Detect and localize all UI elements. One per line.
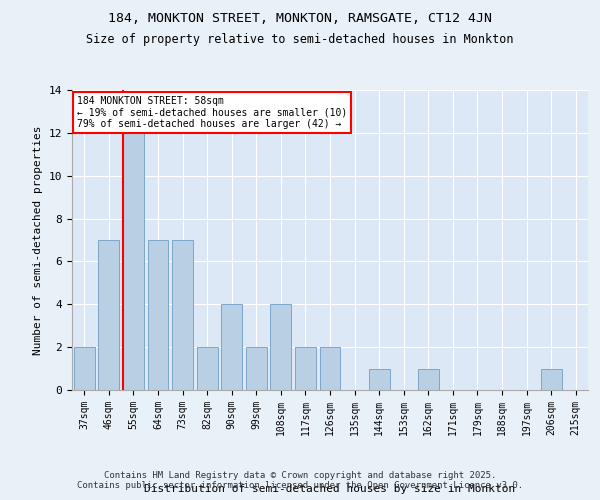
Bar — [541, 368, 562, 390]
Bar — [271, 304, 292, 390]
Bar — [295, 347, 316, 390]
Bar — [123, 112, 144, 390]
Text: Size of property relative to semi-detached houses in Monkton: Size of property relative to semi-detach… — [86, 32, 514, 46]
Bar — [197, 347, 218, 390]
Bar — [148, 240, 169, 390]
Bar — [172, 240, 193, 390]
Bar — [368, 368, 389, 390]
Bar — [98, 240, 119, 390]
Bar — [320, 347, 340, 390]
Y-axis label: Number of semi-detached properties: Number of semi-detached properties — [33, 125, 43, 355]
Bar — [221, 304, 242, 390]
Bar — [418, 368, 439, 390]
Text: 184 MONKTON STREET: 58sqm
← 19% of semi-detached houses are smaller (10)
79% of : 184 MONKTON STREET: 58sqm ← 19% of semi-… — [77, 96, 347, 129]
Text: 184, MONKTON STREET, MONKTON, RAMSGATE, CT12 4JN: 184, MONKTON STREET, MONKTON, RAMSGATE, … — [108, 12, 492, 26]
Text: Contains HM Land Registry data © Crown copyright and database right 2025.
Contai: Contains HM Land Registry data © Crown c… — [77, 470, 523, 490]
Bar — [74, 347, 95, 390]
Bar — [246, 347, 267, 390]
X-axis label: Distribution of semi-detached houses by size in Monkton: Distribution of semi-detached houses by … — [145, 484, 515, 494]
